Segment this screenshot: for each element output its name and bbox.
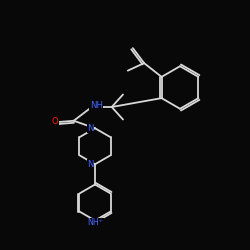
Text: N: N	[87, 124, 94, 133]
Text: NH: NH	[90, 100, 103, 110]
Text: N: N	[87, 160, 94, 169]
Text: O: O	[52, 118, 58, 126]
Text: NH⁺: NH⁺	[88, 218, 104, 227]
